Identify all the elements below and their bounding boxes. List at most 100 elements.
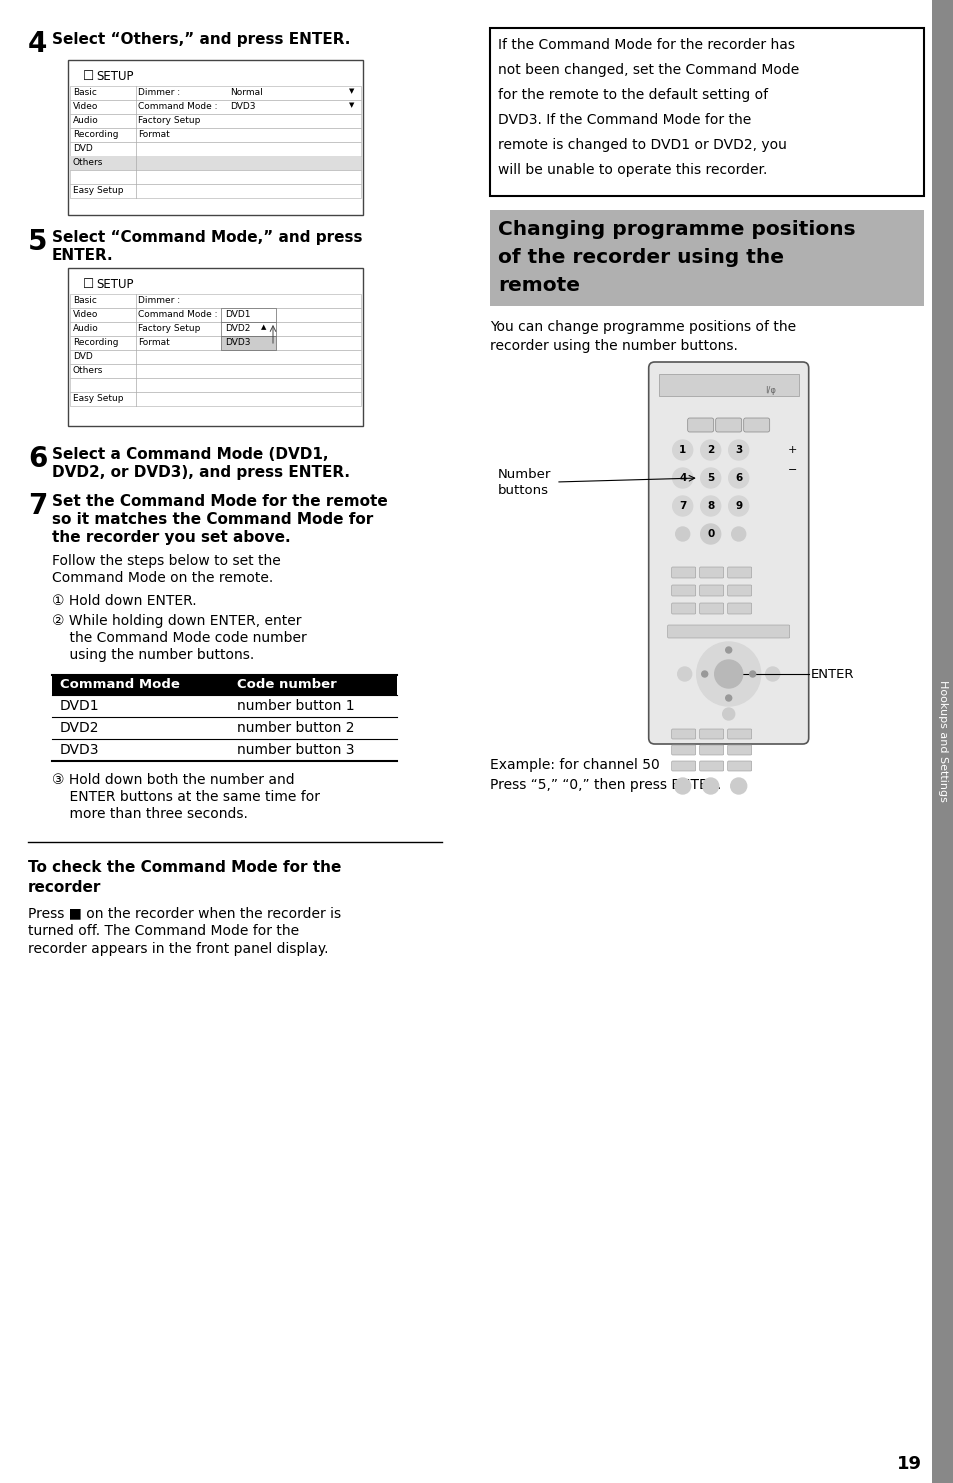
Text: 7: 7 (28, 492, 48, 521)
Circle shape (722, 707, 734, 721)
Bar (658, 374, 798, 396)
Bar (70, 350, 360, 363)
Text: Recording: Recording (73, 131, 118, 139)
Text: ☐: ☐ (83, 277, 94, 291)
Text: 8: 8 (706, 501, 714, 512)
Text: ENTER buttons at the same time for: ENTER buttons at the same time for (52, 790, 319, 804)
Text: Set the Command Mode for the remote: Set the Command Mode for the remote (52, 494, 387, 509)
Text: DVD2: DVD2 (225, 323, 250, 334)
FancyBboxPatch shape (727, 761, 751, 771)
FancyBboxPatch shape (699, 761, 723, 771)
Text: ▼: ▼ (349, 102, 354, 108)
Text: Video: Video (73, 102, 98, 111)
Text: −: − (787, 466, 797, 475)
Text: DVD3: DVD3 (230, 102, 255, 111)
Circle shape (728, 469, 748, 488)
Text: To check the Command Mode for the: To check the Command Mode for the (28, 860, 341, 875)
FancyBboxPatch shape (727, 567, 751, 578)
Circle shape (714, 660, 742, 688)
Text: number button 2: number button 2 (236, 721, 355, 736)
Circle shape (696, 642, 760, 706)
Text: Format: Format (138, 338, 170, 347)
Bar (221, 322, 275, 337)
Text: Changing programme positions: Changing programme positions (497, 219, 855, 239)
Text: 2: 2 (706, 445, 714, 455)
Text: ① Hold down ENTER.: ① Hold down ENTER. (52, 595, 196, 608)
Circle shape (730, 779, 746, 793)
Text: ③ Hold down both the number and: ③ Hold down both the number and (52, 773, 294, 787)
Text: Command Mode :: Command Mode : (138, 310, 217, 319)
Text: DVD3. If the Command Mode for the: DVD3. If the Command Mode for the (497, 113, 750, 128)
Text: Follow the steps below to set the: Follow the steps below to set the (52, 555, 280, 568)
Circle shape (725, 696, 731, 701)
Text: 4: 4 (679, 473, 685, 483)
Bar (931, 0, 953, 1483)
Text: number button 3: number button 3 (236, 743, 355, 756)
Circle shape (672, 440, 692, 460)
Text: 6: 6 (735, 473, 741, 483)
Bar (70, 128, 360, 142)
Bar (70, 294, 360, 308)
FancyBboxPatch shape (699, 730, 723, 739)
Bar (490, 28, 923, 196)
Text: 6: 6 (28, 445, 48, 473)
Circle shape (674, 779, 690, 793)
Text: Others: Others (73, 159, 103, 168)
Text: Select “Others,” and press ENTER.: Select “Others,” and press ENTER. (52, 33, 350, 47)
FancyBboxPatch shape (727, 730, 751, 739)
Text: Easy Setup: Easy Setup (73, 185, 123, 194)
Text: Dimmer :: Dimmer : (138, 297, 180, 305)
Text: using the number buttons.: using the number buttons. (52, 648, 254, 661)
Bar (70, 322, 360, 337)
Circle shape (731, 526, 745, 541)
Text: DVD3: DVD3 (60, 743, 99, 756)
Text: of the recorder using the: of the recorder using the (497, 248, 783, 267)
Circle shape (677, 667, 691, 681)
Text: +: + (787, 445, 797, 455)
FancyBboxPatch shape (699, 584, 723, 596)
Text: remote: remote (497, 276, 579, 295)
Text: I/φ: I/φ (764, 386, 775, 394)
Text: Select a Command Mode (DVD1,: Select a Command Mode (DVD1, (52, 446, 328, 463)
Circle shape (728, 440, 748, 460)
FancyBboxPatch shape (667, 624, 789, 638)
Text: the Command Mode code number: the Command Mode code number (52, 630, 307, 645)
Text: 4: 4 (28, 30, 48, 58)
Text: so it matches the Command Mode for: so it matches the Command Mode for (52, 512, 373, 526)
Text: Press “5,” “0,” then press ENTER.: Press “5,” “0,” then press ENTER. (490, 779, 720, 792)
Bar (68, 268, 363, 426)
Circle shape (749, 670, 755, 678)
Circle shape (700, 440, 720, 460)
FancyBboxPatch shape (699, 744, 723, 755)
Text: 3: 3 (735, 445, 741, 455)
Bar (70, 337, 360, 350)
FancyBboxPatch shape (671, 761, 695, 771)
Bar (221, 337, 275, 350)
Text: Others: Others (73, 366, 103, 375)
Text: Select “Command Mode,” and press: Select “Command Mode,” and press (52, 230, 362, 245)
Text: number button 1: number button 1 (236, 698, 355, 713)
Text: 5: 5 (28, 228, 48, 257)
Bar (70, 99, 360, 114)
Text: ▼: ▼ (349, 87, 354, 93)
Bar (70, 156, 360, 171)
Text: ② While holding down ENTER, enter: ② While holding down ENTER, enter (52, 614, 301, 627)
Text: Factory Setup: Factory Setup (138, 116, 200, 125)
Text: DVD3: DVD3 (225, 338, 251, 347)
FancyBboxPatch shape (743, 418, 769, 432)
FancyBboxPatch shape (648, 362, 808, 744)
Bar (70, 142, 360, 156)
Text: 7: 7 (679, 501, 685, 512)
Circle shape (725, 647, 731, 653)
Bar (70, 171, 360, 184)
Circle shape (702, 779, 718, 793)
Text: Dimmer :: Dimmer : (138, 87, 180, 96)
Circle shape (700, 523, 720, 544)
Text: ☐: ☐ (83, 70, 94, 83)
Text: the recorder you set above.: the recorder you set above. (52, 529, 291, 544)
Text: Example: for channel 50: Example: for channel 50 (490, 758, 659, 773)
Circle shape (701, 670, 707, 678)
Text: 0: 0 (706, 529, 714, 538)
Text: Command Mode on the remote.: Command Mode on the remote. (52, 571, 273, 584)
Circle shape (672, 495, 692, 516)
